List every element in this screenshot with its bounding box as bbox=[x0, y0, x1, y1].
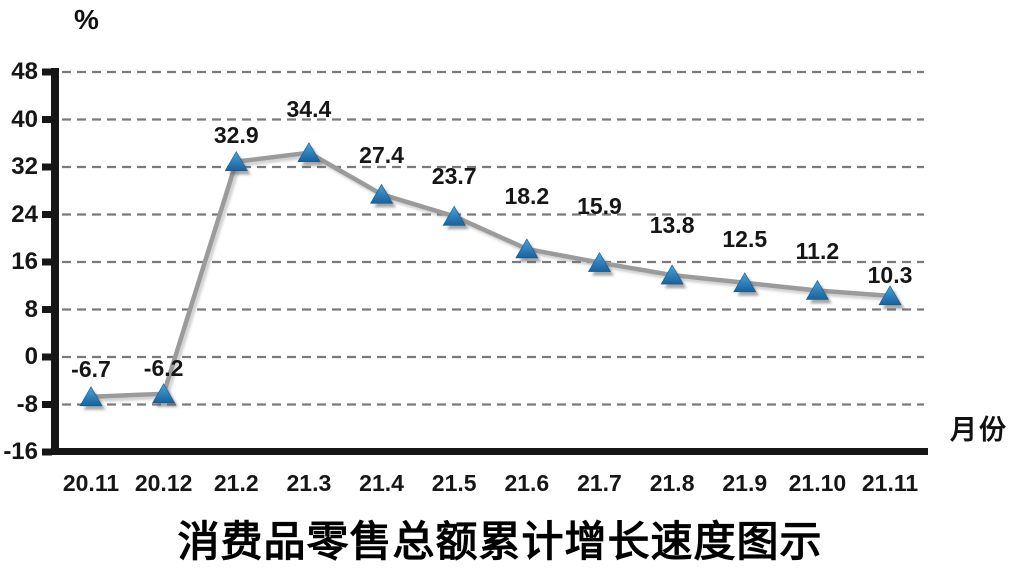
y-axis-tick-mark bbox=[42, 211, 52, 218]
data-point-marker bbox=[805, 279, 829, 300]
data-point-marker bbox=[515, 238, 539, 259]
x-tick-label: 21.3 bbox=[286, 470, 332, 496]
data-point-label: 15.9 bbox=[577, 192, 622, 219]
x-tick-label: 21.7 bbox=[577, 470, 622, 496]
data-point-marker bbox=[660, 264, 684, 285]
y-axis-tick-mark bbox=[42, 401, 52, 408]
y-axis-tick-mark bbox=[42, 163, 52, 171]
data-point-label: 23.7 bbox=[431, 163, 477, 190]
x-axis-unit-label: 月份 bbox=[950, 415, 1008, 445]
data-point-marker bbox=[224, 151, 248, 171]
data-point-marker bbox=[442, 205, 466, 226]
data-point-label: 11.2 bbox=[795, 237, 840, 264]
x-tick-label: 21.2 bbox=[213, 470, 259, 496]
data-point-label: 12.5 bbox=[722, 225, 768, 252]
y-axis-tick-mark bbox=[42, 353, 52, 361]
x-tick-label: 20.11 bbox=[62, 470, 120, 496]
y-tick-label: -8 bbox=[16, 390, 38, 418]
y-tick-label: 48 bbox=[11, 58, 38, 85]
y-axis-line bbox=[51, 68, 59, 455]
series-line bbox=[90, 150, 891, 400]
data-point-marker bbox=[370, 183, 394, 204]
x-axis-line bbox=[51, 448, 928, 455]
x-tick-label: 21.6 bbox=[504, 470, 550, 496]
data-point-label: 34.4 bbox=[286, 95, 332, 122]
y-tick-label: 40 bbox=[11, 105, 38, 133]
data-point-label: 13.8 bbox=[649, 212, 695, 239]
y-tick-label: -16 bbox=[3, 438, 38, 465]
chart-title: 消费品零售总额累计增长速度图示 bbox=[177, 520, 823, 566]
data-point-marker bbox=[152, 383, 176, 404]
x-tick-label: 21.5 bbox=[431, 470, 477, 496]
y-axis-unit-label: % bbox=[74, 4, 99, 35]
y-tick-label: 24 bbox=[11, 200, 38, 228]
y-tick-label: 32 bbox=[11, 153, 38, 180]
x-tick-label: 20.12 bbox=[134, 470, 193, 496]
data-point-label: 32.9 bbox=[213, 121, 259, 148]
data-point-marker bbox=[587, 251, 612, 272]
y-axis-tick-mark bbox=[42, 68, 52, 76]
x-tick-label: 21.11 bbox=[861, 470, 919, 496]
y-tick-label: 8 bbox=[24, 295, 38, 323]
y-axis-tick-mark bbox=[42, 258, 52, 266]
data-point-marker bbox=[79, 386, 103, 407]
data-point-label: 18.2 bbox=[504, 182, 550, 209]
x-tick-label: 21.9 bbox=[722, 470, 768, 496]
y-tick-label: 0 bbox=[24, 343, 38, 370]
x-tick-label: 21.4 bbox=[359, 470, 404, 496]
data-point-marker bbox=[733, 272, 757, 293]
data-point-label: 27.4 bbox=[359, 142, 404, 169]
data-point-marker bbox=[297, 142, 321, 163]
y-axis-tick-mark bbox=[42, 306, 52, 313]
data-point-label: 10.3 bbox=[867, 261, 913, 288]
y-axis-tick-mark bbox=[42, 448, 52, 456]
data-point-label: -6.2 bbox=[143, 354, 184, 381]
y-tick-label: 16 bbox=[11, 248, 38, 275]
data-point-label: -6.7 bbox=[71, 355, 111, 382]
x-tick-label: 21.10 bbox=[788, 470, 847, 496]
x-tick-label: 21.8 bbox=[649, 470, 695, 496]
data-point-marker bbox=[878, 285, 902, 306]
y-axis-tick-mark bbox=[42, 116, 52, 123]
